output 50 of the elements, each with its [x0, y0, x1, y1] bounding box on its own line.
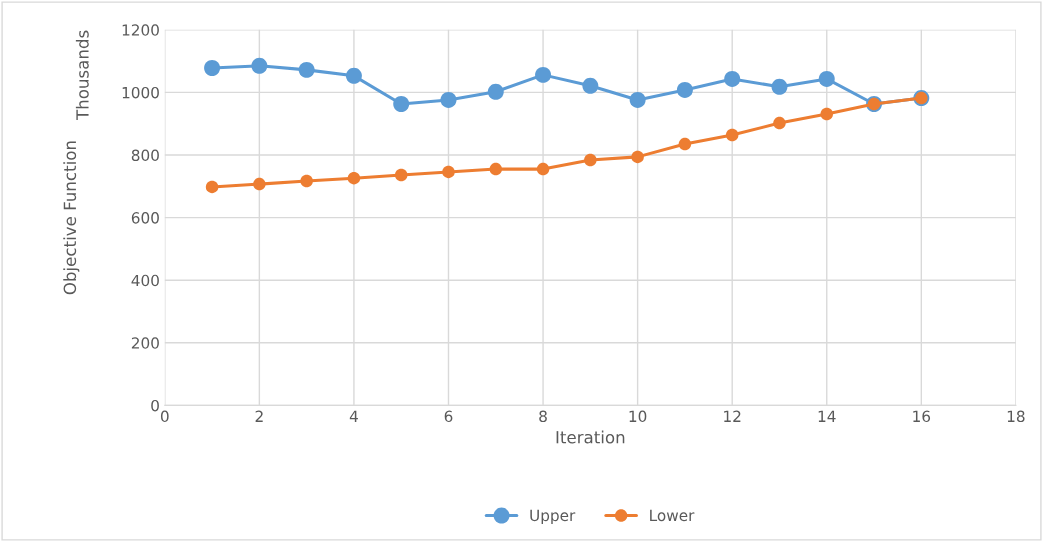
x-tick-label: 8 — [539, 410, 547, 423]
x-tick-label: 6 — [444, 410, 453, 423]
x-tick-label: 18 — [1007, 410, 1025, 423]
legend-label: Lower — [650, 509, 695, 522]
legend-label: Upper — [530, 509, 576, 525]
point — [582, 77, 599, 94]
x-tick-label: 2 — [255, 410, 263, 422]
point — [345, 67, 362, 84]
point — [724, 70, 741, 87]
y-tick-label: 800 — [131, 149, 159, 162]
point — [347, 171, 361, 185]
point — [300, 174, 313, 188]
y-tick-label: 0 — [151, 399, 159, 412]
point — [253, 177, 266, 191]
point — [678, 137, 692, 151]
y-tick-label: 400 — [131, 274, 159, 287]
point — [536, 162, 550, 176]
point — [393, 96, 410, 112]
point — [440, 91, 457, 108]
y-axis-title: Objective Function — [63, 141, 80, 295]
x-tick-label: 10 — [629, 410, 647, 423]
text: Thousands — [75, 30, 89, 121]
x-tick-label: 0 — [160, 410, 169, 423]
y-tick-label: 1000 — [122, 86, 159, 99]
x-tick-label: 12 — [724, 410, 741, 422]
x-axis-title: Iteration — [556, 430, 625, 444]
y-tick-label: 200 — [131, 337, 159, 349]
point — [251, 57, 268, 74]
point — [818, 70, 835, 87]
point — [205, 180, 219, 194]
x-tick-label: 16 — [913, 410, 931, 423]
point — [535, 66, 552, 83]
point — [204, 60, 221, 76]
point — [725, 128, 739, 142]
point — [629, 91, 646, 108]
x-tick-label: 4 — [349, 410, 358, 422]
point — [489, 162, 503, 176]
point — [631, 150, 644, 164]
point — [584, 153, 597, 167]
point — [773, 116, 786, 130]
y-tick-label: 1200 — [122, 24, 159, 36]
point — [394, 168, 408, 182]
point — [820, 107, 833, 121]
point — [676, 81, 693, 98]
x-tick-label: 14 — [818, 410, 836, 422]
point — [442, 165, 455, 179]
point — [771, 78, 788, 95]
point — [298, 61, 315, 78]
y-tick-label: 600 — [131, 212, 159, 224]
point — [487, 83, 504, 100]
